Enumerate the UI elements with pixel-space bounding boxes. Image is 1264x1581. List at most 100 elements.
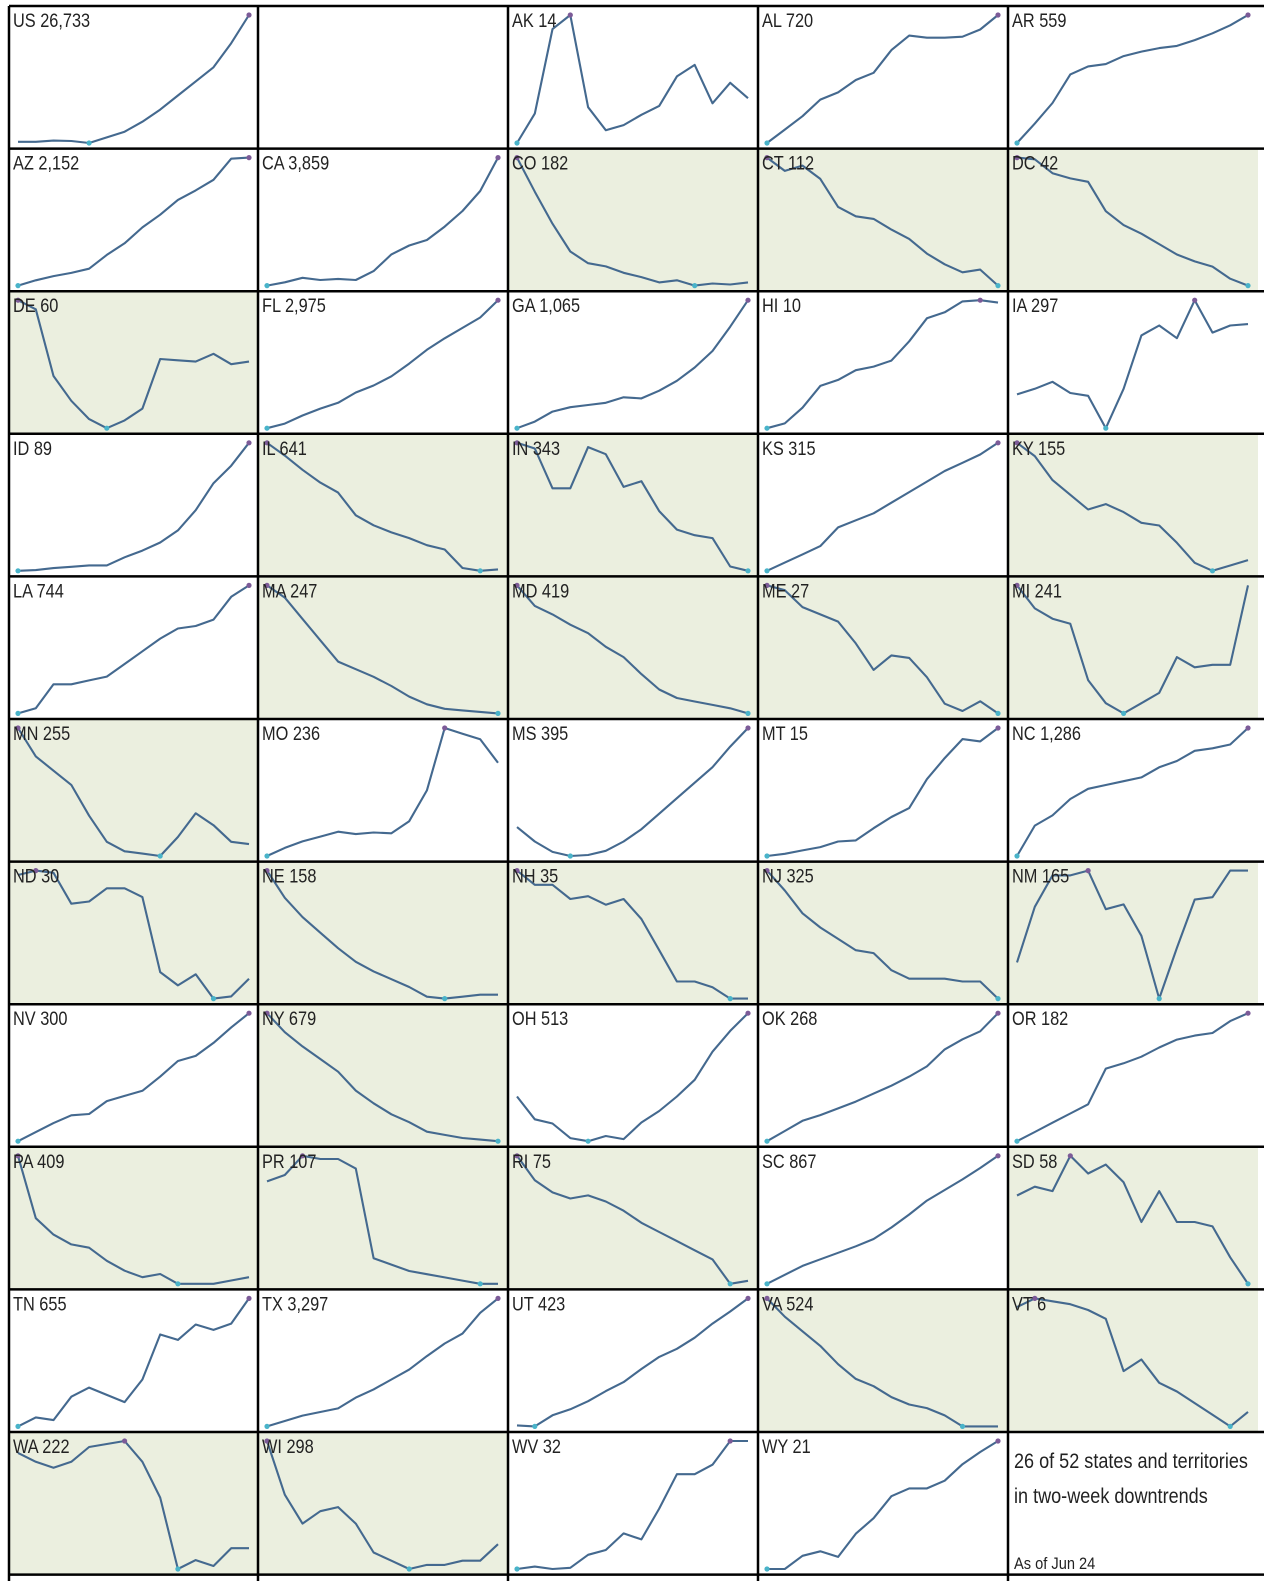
- high-point-marker: [15, 725, 21, 731]
- series-line: [17, 156, 250, 287]
- panel-label: PA 409: [13, 1151, 64, 1172]
- low-point-marker: [175, 1281, 181, 1287]
- high-point-marker: [495, 1295, 501, 1301]
- downtrend-background: [1009, 1290, 1258, 1433]
- downtrend-background: [759, 1290, 1008, 1433]
- panel: KY 155: [1009, 434, 1258, 577]
- downtrend-background: [1009, 862, 1258, 1005]
- downtrend-background: [1009, 1147, 1258, 1290]
- series-line: [17, 1012, 250, 1143]
- panel-label: TX 3,297: [262, 1293, 328, 1314]
- downtrend-background: [259, 1005, 508, 1148]
- panel: PR 107: [259, 1147, 508, 1290]
- low-point-marker: [692, 283, 698, 289]
- high-point-marker: [246, 155, 252, 161]
- series-line: [17, 584, 250, 715]
- high-point-marker: [514, 440, 520, 446]
- series-line: [766, 1297, 998, 1428]
- downtrend-background: [10, 1147, 259, 1290]
- panel-label: NV 300: [13, 1008, 68, 1029]
- panel-label: MN 255: [13, 723, 70, 744]
- high-point-marker: [995, 1153, 1001, 1159]
- low-point-marker: [1014, 853, 1020, 859]
- panel: OH 513: [512, 1008, 751, 1144]
- panel-label: TN 655: [13, 1293, 67, 1314]
- high-point-marker: [995, 12, 1001, 18]
- downtrend-background: [10, 292, 259, 435]
- series-line: [16, 1155, 250, 1285]
- high-point-marker: [995, 1438, 1001, 1444]
- panel: PA 409: [10, 1147, 259, 1290]
- panel: IA 297: [1012, 295, 1249, 431]
- series-line: [266, 441, 499, 572]
- low-point-marker: [15, 1423, 21, 1429]
- panel: MA 247: [259, 577, 508, 720]
- low-point-marker: [477, 1281, 483, 1287]
- low-point-marker: [745, 710, 751, 717]
- panel: OK 268: [762, 1008, 1001, 1144]
- panel: NM 165: [1009, 862, 1258, 1005]
- panel: KS 315: [762, 438, 1001, 574]
- high-point-marker: [977, 297, 983, 303]
- panel: WV 32: [512, 1436, 748, 1572]
- low-point-marker: [764, 853, 770, 859]
- low-point-marker: [15, 710, 21, 717]
- panel-label: MI 241: [1012, 580, 1062, 601]
- series-line: [17, 727, 250, 858]
- panel-label: FL 2,975: [262, 295, 326, 316]
- panel: CO 182: [509, 149, 758, 292]
- high-point-marker: [995, 440, 1001, 446]
- low-point-marker: [585, 1138, 591, 1144]
- series-line: [1016, 156, 1249, 287]
- high-point-marker: [1032, 1295, 1038, 1301]
- downtrend-background: [259, 577, 508, 720]
- low-point-marker: [175, 1566, 181, 1572]
- series-line: [766, 299, 999, 430]
- low-point-marker: [995, 996, 1001, 1002]
- high-point-marker: [246, 1295, 252, 1301]
- panel: NV 300: [13, 1008, 252, 1144]
- low-point-marker: [1121, 710, 1127, 717]
- low-point-marker: [406, 1566, 412, 1572]
- low-point-marker: [15, 1138, 21, 1144]
- series-line: [266, 1154, 498, 1285]
- low-point-marker: [1014, 140, 1020, 146]
- downtrend-background: [1009, 577, 1258, 720]
- high-point-marker: [1014, 440, 1020, 446]
- series-line: [17, 1297, 250, 1428]
- panel: US 26,733: [13, 10, 252, 146]
- high-point-marker: [299, 1153, 306, 1159]
- panel-label: IL 641: [262, 438, 307, 459]
- panel-label: MT 15: [762, 723, 808, 744]
- panel: WY 21: [762, 1436, 1001, 1572]
- low-point-marker: [514, 425, 520, 431]
- panel-label: NC 1,286: [1012, 723, 1081, 744]
- panel: TN 655: [13, 1293, 252, 1429]
- low-point-marker: [1103, 425, 1109, 431]
- series-line: [766, 584, 999, 715]
- panel: ID 89: [13, 438, 252, 574]
- panel-label: MS 395: [512, 723, 568, 744]
- high-point-marker: [264, 582, 270, 589]
- downtrend-background: [759, 149, 1008, 292]
- series-line: [17, 442, 250, 572]
- panel: VT 6: [1009, 1290, 1258, 1433]
- low-point-marker: [495, 1138, 501, 1144]
- panel: GA 1,065: [512, 295, 751, 431]
- high-point-marker: [264, 440, 270, 446]
- downtrend-background: [10, 862, 259, 1005]
- low-point-marker: [264, 853, 270, 859]
- panel: LA 744: [13, 580, 252, 717]
- high-point-marker: [727, 1438, 733, 1444]
- high-point-marker: [15, 1153, 21, 1159]
- panel-label: AR 559: [1012, 10, 1066, 31]
- series-line: [266, 726, 499, 857]
- panel: SC 867: [762, 1151, 1001, 1287]
- downtrend-background: [509, 862, 758, 1005]
- low-point-marker: [210, 996, 217, 1002]
- panel: AL 720: [762, 10, 1001, 146]
- series-line: [1016, 441, 1249, 572]
- panel-label: CO 182: [512, 152, 568, 173]
- high-point-marker: [567, 12, 573, 18]
- high-point-marker: [264, 868, 270, 874]
